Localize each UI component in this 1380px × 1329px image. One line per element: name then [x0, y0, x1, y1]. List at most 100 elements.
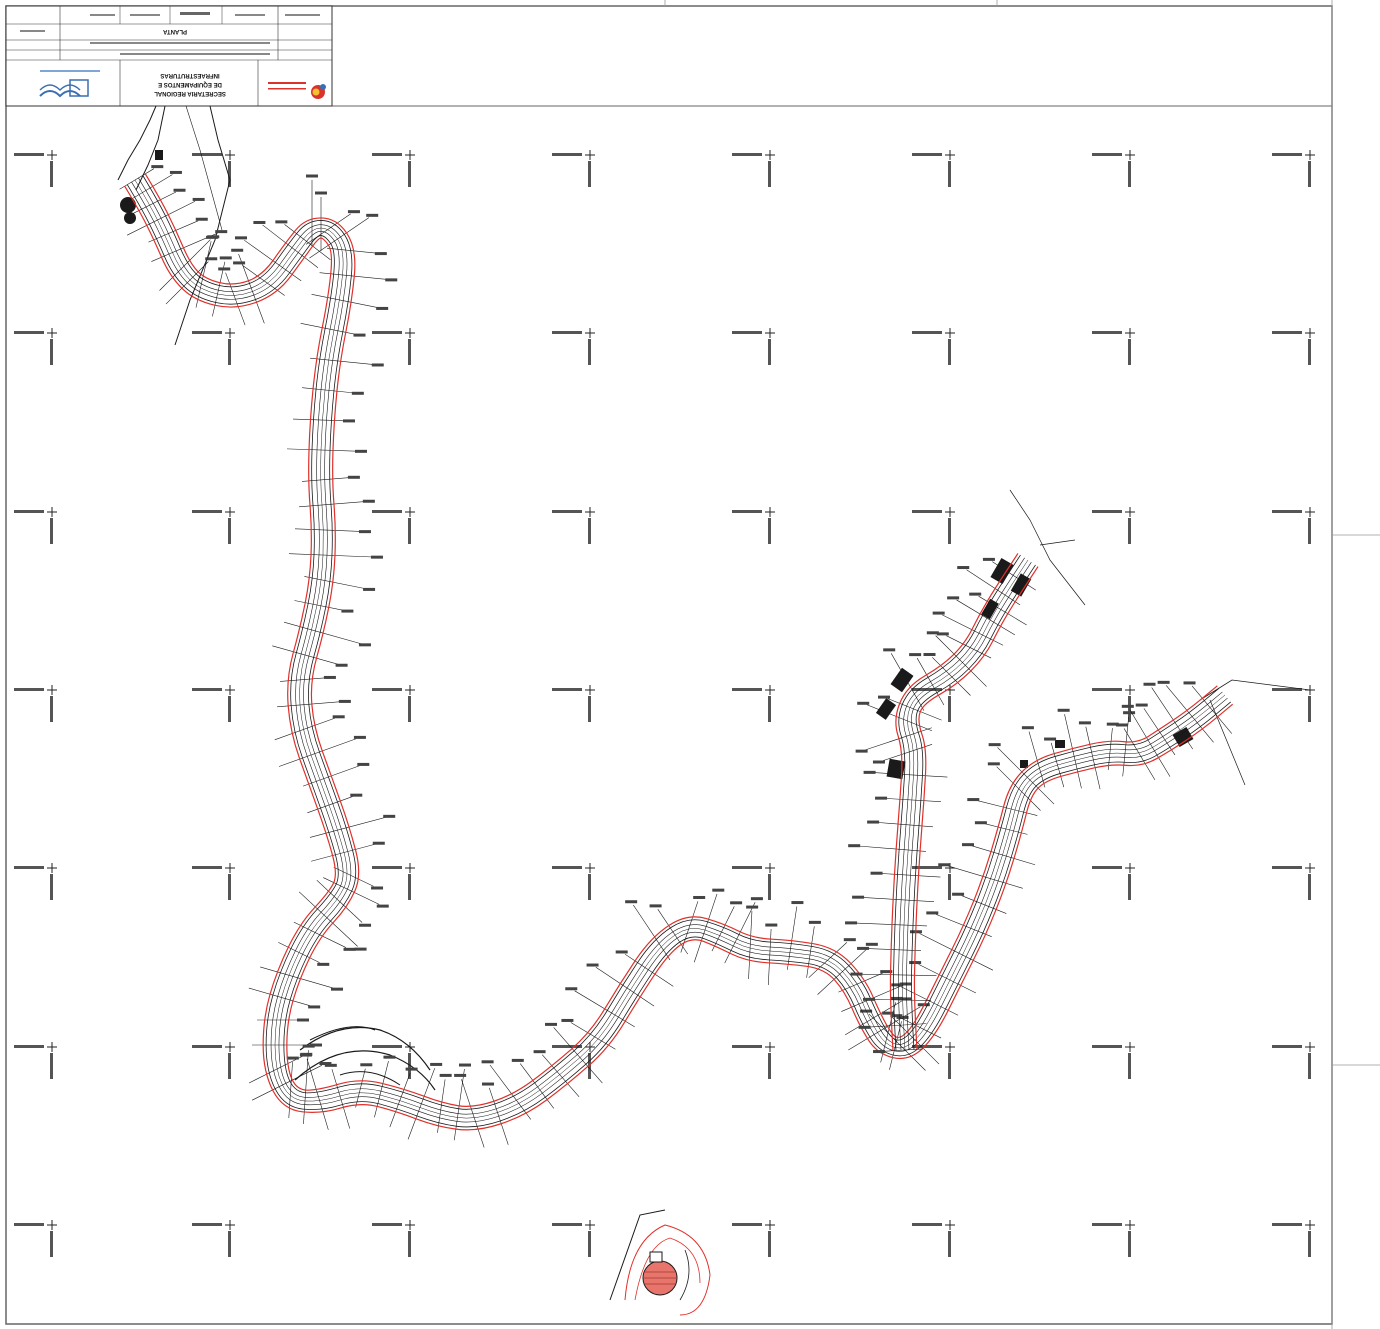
cross-section-line — [1165, 685, 1214, 743]
cross-section-label — [891, 983, 904, 987]
cross-section-line — [978, 595, 1027, 626]
grid-cross — [1272, 1220, 1315, 1257]
grid-cross — [1272, 507, 1315, 544]
cross-section-label — [338, 699, 351, 703]
grid-cross — [732, 1220, 775, 1257]
cross-section-label — [858, 1025, 871, 1029]
cross-section-line — [251, 1065, 322, 1101]
cross-section-line — [293, 418, 345, 422]
cross-section-line — [844, 1000, 902, 1036]
cross-section-line — [306, 1058, 329, 1130]
grid-cross — [1272, 150, 1315, 187]
cross-section-line — [977, 800, 1038, 816]
grid-cross — [912, 150, 955, 187]
grid-cross — [1272, 1042, 1315, 1079]
cross-section-label — [938, 863, 951, 867]
cross-section-label — [857, 946, 870, 950]
cross-section-label — [310, 1043, 322, 1047]
sheet-frame — [5, 5, 1333, 1325]
cross-section-label — [297, 1018, 309, 1022]
cross-section-label — [746, 905, 759, 909]
cross-section-line — [302, 477, 350, 482]
road-edge-line — [893, 554, 1021, 1051]
cross-section-label — [899, 982, 912, 986]
grid-cross — [732, 150, 775, 187]
grid-cross — [192, 150, 235, 187]
road-boundary-red — [913, 566, 1039, 1050]
cross-section-line — [323, 877, 380, 905]
cross-section-label — [561, 1018, 574, 1022]
cross-section-line — [437, 1079, 446, 1133]
cross-section-label — [843, 938, 856, 942]
cross-section-label — [730, 901, 743, 905]
cross-section-line — [595, 967, 655, 1007]
road-boundary-red — [144, 173, 1218, 1107]
cross-section-label — [936, 632, 949, 636]
cross-section-label — [372, 841, 385, 845]
cross-section-label — [1143, 682, 1156, 686]
cross-section-line — [868, 1023, 927, 1028]
cross-section-label — [353, 735, 366, 739]
grid-cross — [1272, 328, 1315, 365]
cross-section-label — [347, 210, 360, 214]
grid-cross — [552, 150, 595, 187]
cross-section-line — [873, 772, 948, 778]
cross-section-line — [935, 635, 987, 687]
cross-section-label — [169, 170, 182, 174]
cross-section-line — [300, 323, 356, 335]
grid-cross — [1092, 507, 1135, 544]
cross-section-label — [850, 972, 863, 976]
grid-cross — [1092, 328, 1135, 365]
grid-cross — [372, 1042, 415, 1079]
cross-section-line — [311, 843, 375, 862]
cross-section-label — [370, 555, 383, 559]
cross-section-label — [872, 760, 885, 764]
cross-section-label — [335, 663, 348, 667]
cross-section-label — [323, 675, 336, 679]
cross-section-label — [511, 1058, 524, 1062]
cross-section-label — [712, 888, 725, 892]
cross-section-label — [899, 997, 912, 1001]
main-road — [119, 165, 1234, 1148]
cross-section-label — [306, 174, 318, 178]
grid-cross — [192, 328, 235, 365]
grid-cross — [732, 863, 775, 900]
cross-section-label — [890, 996, 903, 1000]
org-line-2: DE EQUIPAMENTOS E — [158, 81, 222, 87]
grid-cross — [1092, 863, 1135, 900]
grid-cross — [552, 863, 595, 900]
grid-cross — [14, 1220, 57, 1257]
grid-cross — [14, 863, 57, 900]
cross-section-label — [439, 1073, 452, 1077]
cross-section-label — [890, 1014, 903, 1018]
cross-section-label — [385, 278, 398, 282]
cross-section-label — [923, 652, 936, 656]
cross-section-label — [299, 1053, 312, 1057]
cross-section-label — [205, 257, 218, 261]
cross-section-line — [877, 822, 933, 828]
cross-section-label — [358, 530, 371, 534]
grid-cross — [552, 1220, 595, 1257]
cross-section-line — [748, 911, 753, 979]
cross-section-label — [896, 1015, 909, 1019]
cross-section-line — [1129, 709, 1171, 777]
road-edge-line — [131, 181, 1228, 1123]
cross-section-line — [947, 865, 1023, 889]
cross-section-line — [1123, 728, 1156, 781]
cross-section-line — [305, 213, 351, 245]
grid-cross — [1092, 1042, 1135, 1079]
grid-cross — [192, 863, 235, 900]
cross-section-line — [284, 224, 331, 261]
road-centerline — [134, 179, 1226, 1119]
cross-section-label — [987, 762, 1000, 766]
cross-section-label — [319, 1062, 332, 1066]
road-edge-line — [906, 562, 1032, 1050]
grid-cross — [912, 1042, 955, 1079]
cross-section-label — [206, 235, 219, 239]
road-boundary-red — [124, 185, 1234, 1131]
cross-section-label — [151, 165, 164, 169]
grid-cross — [14, 150, 57, 187]
cross-section-label — [363, 587, 376, 591]
cross-section-label — [880, 970, 893, 974]
cross-section-label — [350, 793, 363, 797]
